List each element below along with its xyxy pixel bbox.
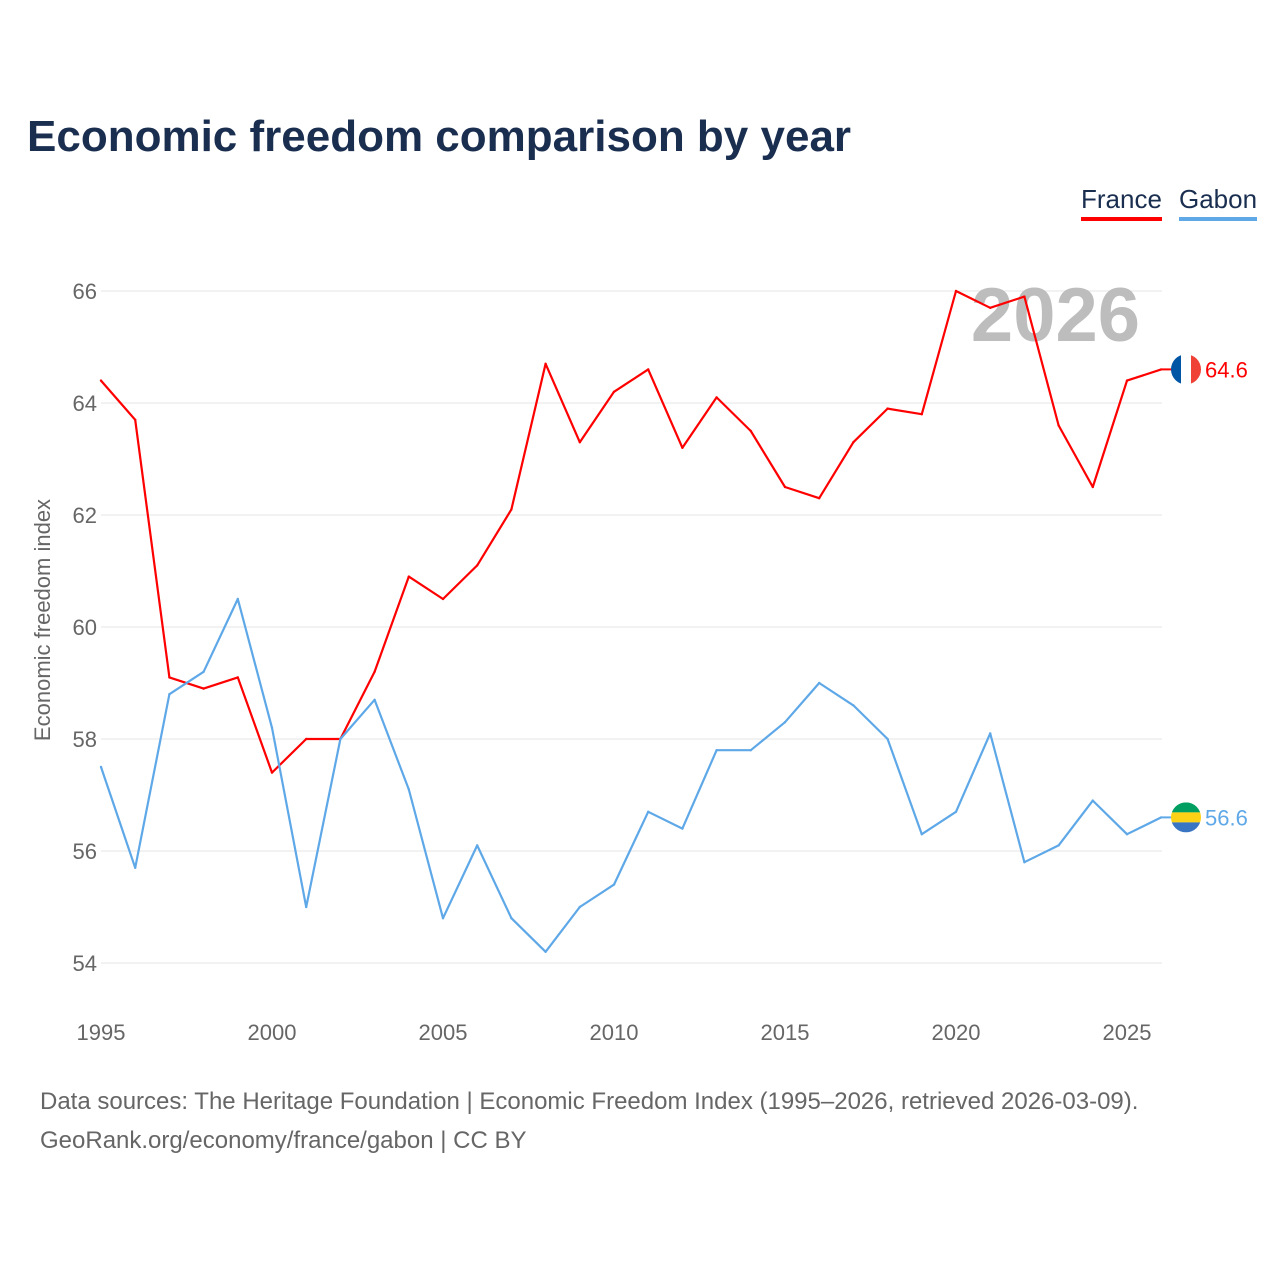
data-point [134,418,137,421]
data-point [544,362,547,365]
data-point [476,844,479,847]
data-point [954,289,958,293]
data-point [715,396,718,399]
x-tick-label: 2025 [1103,1020,1152,1045]
data-point [578,441,581,444]
data-point [1160,368,1163,371]
data-point [818,497,821,500]
data-point [510,917,513,920]
data-point [1160,816,1163,819]
y-tick-label: 56 [73,839,97,864]
data-point [1091,485,1095,489]
y-axis-label: Economic freedom index [30,499,55,741]
data-point [270,726,274,729]
data-point [749,749,752,752]
legend-france[interactable]: France [1081,184,1162,221]
end-value-label: 64.6 [1205,357,1248,382]
data-point [305,737,308,741]
series-line-gabon [99,597,1162,953]
year-watermark: 2026 [971,273,1140,358]
data-point [715,749,718,752]
y-tick-label: 58 [73,727,97,752]
x-tick-label: 1995 [77,1020,126,1045]
data-point [202,687,205,690]
data-point [476,564,479,567]
data-point [441,917,445,920]
legend-gabon[interactable]: Gabon [1179,184,1258,221]
y-tick-label: 62 [73,503,97,528]
data-point [852,704,855,707]
data-point [99,379,103,382]
data-point [305,905,308,909]
gabon-flag-icon [1171,802,1201,833]
data-point [1125,379,1129,382]
data-point [920,833,923,836]
y-tick-label: 64 [73,391,97,416]
data-point [1125,833,1129,836]
x-tick-label: 2000 [248,1020,297,1045]
data-point [647,810,650,813]
data-point [578,905,581,909]
data-point [783,721,787,724]
data-point [99,765,103,769]
data-point [373,698,376,701]
data-point [407,788,410,791]
x-tick-label: 2010 [590,1020,639,1045]
data-point [612,390,616,393]
data-point [1091,799,1095,802]
flag-stripe [1171,354,1181,385]
y-tick-label: 60 [73,615,97,640]
data-point [852,441,855,444]
data-point [818,681,821,685]
data-point [1023,861,1026,864]
data-point [168,693,171,696]
data-point [134,866,137,869]
flag-stripe [1181,354,1191,385]
data-point [510,508,513,511]
data-point [749,429,752,433]
data-point [886,737,889,741]
x-tick-label: 2020 [932,1020,981,1045]
data-point [202,670,205,673]
chart-title: Economic freedom comparison by year [27,112,852,161]
data-point [886,407,889,410]
flag-stripe [1171,812,1201,823]
data-point [681,827,684,830]
data-point [681,446,684,449]
data-point [373,670,376,673]
data-point [989,732,992,735]
data-point [407,575,410,578]
data-point [612,883,616,886]
x-tick-label: 2015 [761,1020,810,1045]
data-point [339,737,342,741]
data-point [989,306,992,309]
data-point [1057,844,1060,847]
data-point [168,676,171,679]
data-point [236,676,239,679]
data-point [954,810,958,813]
data-point [920,413,923,416]
data-point [544,950,547,953]
end-value-label: 56.6 [1205,805,1248,830]
y-tick-label: 66 [73,279,97,304]
data-point [783,485,787,489]
flag-stripe [1171,822,1201,833]
y-tick-label: 54 [73,951,97,976]
data-point [1023,295,1026,298]
france-flag-icon [1171,354,1201,385]
x-tick-label: 2005 [419,1020,468,1045]
series-line-france [100,289,1162,774]
data-point [270,771,274,774]
data-point [441,597,445,601]
flag-stripe [1171,802,1201,813]
data-point [1057,424,1060,427]
data-point [647,368,650,371]
flag-stripe [1191,354,1201,385]
data-point [236,597,239,601]
footer-source: Data sources: The Heritage Foundation | … [40,1088,1139,1115]
footer-link[interactable]: GeoRank.org/economy/france/gabon | CC BY [40,1127,527,1154]
